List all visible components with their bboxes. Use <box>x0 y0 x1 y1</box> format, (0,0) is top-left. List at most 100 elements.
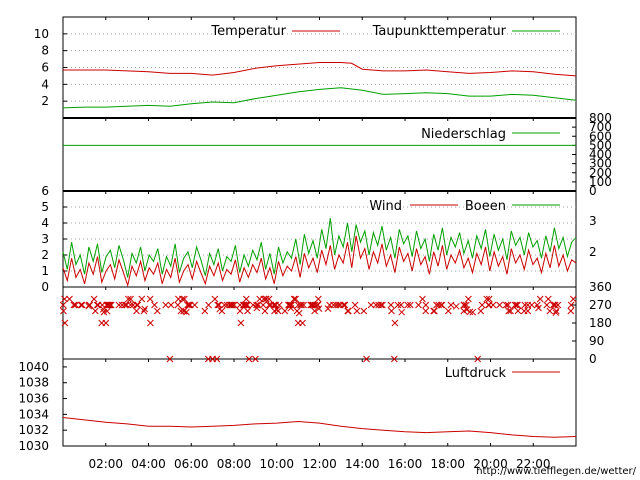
wind-direction-marker <box>435 301 443 309</box>
wind-direction-marker <box>314 301 322 309</box>
wind-direction-marker <box>422 307 430 315</box>
wind-direction-marker <box>496 301 503 309</box>
wind-direction-marker <box>121 301 129 309</box>
wind-direction-marker <box>271 301 278 309</box>
wind-direction-marker <box>214 301 222 309</box>
wind-direction-marker <box>485 301 492 309</box>
wind-direction-marker <box>223 301 231 309</box>
wind-direction-marker <box>93 301 101 309</box>
dir-markers-group <box>59 295 577 363</box>
legend-label-temperatur: Temperatur <box>210 24 286 39</box>
wind-direction-marker <box>78 301 86 309</box>
legend-label-taupunkt: Taupunkttemperatur <box>372 24 507 39</box>
wind-direction-marker <box>102 319 110 327</box>
wind-direction-marker <box>265 301 273 309</box>
wind-direction-marker <box>61 319 69 327</box>
wind-series-boeen <box>62 218 577 278</box>
wind-direction-marker <box>103 307 111 315</box>
wind-y-tick-label: 1 <box>41 264 49 278</box>
wind-direction-marker <box>184 301 191 309</box>
wind-direction-marker <box>478 301 486 309</box>
legend-label-niederschlag: Niederschlag <box>421 127 506 142</box>
wind-direction-marker <box>205 301 212 309</box>
wind-direction-marker <box>474 355 482 363</box>
temp-series-line-1 <box>62 87 577 109</box>
wind-direction-marker <box>521 301 529 309</box>
wind-direction-marker <box>377 301 385 309</box>
wind-direction-marker <box>290 295 298 303</box>
wind-direction-marker <box>66 295 73 303</box>
wind-direction-marker <box>324 305 332 312</box>
wind-direction-marker <box>166 355 174 363</box>
wind-direction-marker <box>447 301 455 309</box>
wind-direction-marker <box>404 301 412 309</box>
wind-y-tick-label: 2 <box>41 248 49 262</box>
wind-direction-marker <box>465 295 472 303</box>
wind-direction-marker <box>91 307 99 315</box>
wind-direction-marker <box>292 295 299 303</box>
wind-direction-marker <box>141 305 149 313</box>
dir-y-tick-label: 180 <box>589 316 612 330</box>
wind-direction-marker <box>146 295 154 303</box>
wind-direction-marker <box>388 307 395 315</box>
precip-y-tick-label: 700 <box>589 120 612 134</box>
wind-direction-marker <box>138 295 146 303</box>
wind-direction-marker <box>430 307 437 315</box>
wind-direction-marker <box>104 301 112 309</box>
wind-direction-marker <box>469 308 477 316</box>
wind-direction-marker <box>287 304 295 312</box>
wind-direction-marker <box>237 319 245 327</box>
wind-direction-marker <box>213 355 221 363</box>
legend-label-boeen: Boeen <box>465 199 506 214</box>
x-tick-label: 02:00 <box>88 457 123 471</box>
wind-direction-marker <box>460 301 468 309</box>
wind-direction-marker <box>180 307 188 315</box>
wind-direction-marker <box>240 301 248 309</box>
wind-direction-marker <box>504 301 512 309</box>
wind-direction-marker <box>77 301 85 309</box>
wind-direction-marker <box>127 295 134 303</box>
wind-direction-marker <box>183 308 190 316</box>
wind-direction-marker <box>243 301 250 309</box>
wind-right-tick-label: 3 <box>589 214 597 228</box>
pressure-y-tick-label: 1038 <box>18 376 49 390</box>
wind-direction-marker <box>151 301 158 309</box>
wind-direction-marker <box>300 301 307 309</box>
wind-direction-marker <box>513 301 520 309</box>
precip-y-tick-label: 100 <box>589 175 612 189</box>
precip-y-tick-label: 400 <box>589 148 612 162</box>
wind-direction-marker <box>256 295 264 303</box>
wind-direction-marker <box>262 295 270 303</box>
wind-direction-marker <box>485 295 493 303</box>
wind-direction-marker <box>174 301 182 309</box>
x-tick-label: 18:00 <box>430 457 465 471</box>
wind-direction-marker <box>419 295 426 303</box>
wind-direction-marker <box>335 301 342 309</box>
wind-direction-marker <box>528 301 536 309</box>
legend-label-luftdruck: Luftdruck <box>445 366 507 381</box>
wind-direction-marker <box>514 301 521 309</box>
wind-direction-marker <box>415 301 422 309</box>
wind-direction-marker <box>511 301 519 309</box>
wind-direction-marker <box>477 307 485 315</box>
temp-y-tick-label: 8 <box>41 44 49 58</box>
wind-direction-marker <box>106 301 114 309</box>
wind-direction-marker <box>252 355 259 363</box>
wind-direction-marker <box>236 307 244 315</box>
precip-y-tick-label: 200 <box>589 166 612 180</box>
wind-direction-marker <box>61 295 68 303</box>
wind-direction-marker <box>311 301 319 309</box>
wind-direction-marker <box>394 301 402 309</box>
wind-direction-marker <box>483 295 491 303</box>
wind-direction-marker <box>191 301 199 309</box>
temp-y-tick-label: 10 <box>34 27 49 41</box>
dir-y-tick-label: 0 <box>589 352 597 366</box>
wind-direction-marker <box>259 301 267 309</box>
wind-direction-marker <box>249 301 257 309</box>
wind-direction-marker <box>360 307 368 315</box>
wind-direction-marker <box>94 301 102 309</box>
x-tick-label: 10:00 <box>259 457 294 471</box>
wind-direction-marker <box>167 301 175 309</box>
